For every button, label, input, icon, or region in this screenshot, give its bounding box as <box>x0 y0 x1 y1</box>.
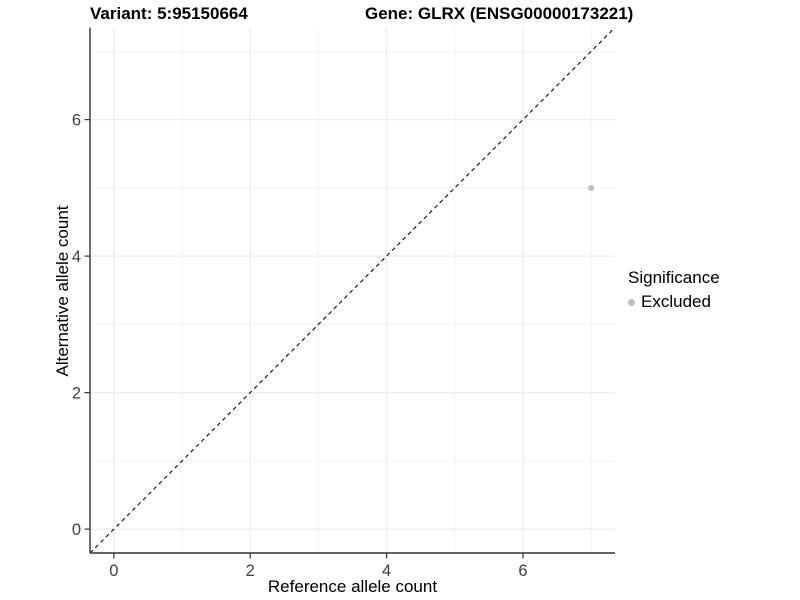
y-tick-label: 6 <box>72 112 81 130</box>
y-tick-label: 0 <box>72 521 81 539</box>
data-point-excluded <box>588 184 595 191</box>
x-tick-label: 0 <box>109 562 118 580</box>
plot-title-variant: Variant: 5:95150664 <box>90 4 248 23</box>
legend-point-icon <box>628 298 635 306</box>
y-axis-title: Alternative allele count <box>53 205 72 377</box>
x-tick-label: 2 <box>246 562 255 580</box>
legend: Significance Excluded <box>628 268 720 312</box>
y-tick-label: 4 <box>72 248 81 266</box>
plot-title-gene: Gene: GLRX (ENSG00000173221) <box>365 4 634 23</box>
legend-title: Significance <box>628 268 720 287</box>
legend-item-excluded: Excluded <box>628 292 720 312</box>
identity-dashed-line <box>89 27 616 554</box>
y-tick-label: 2 <box>72 385 81 403</box>
x-tick-label: 4 <box>382 562 391 580</box>
x-tick-label: 6 <box>518 562 527 580</box>
legend-item-label: Excluded <box>641 292 711 311</box>
x-axis-title: Reference allele count <box>267 577 438 596</box>
